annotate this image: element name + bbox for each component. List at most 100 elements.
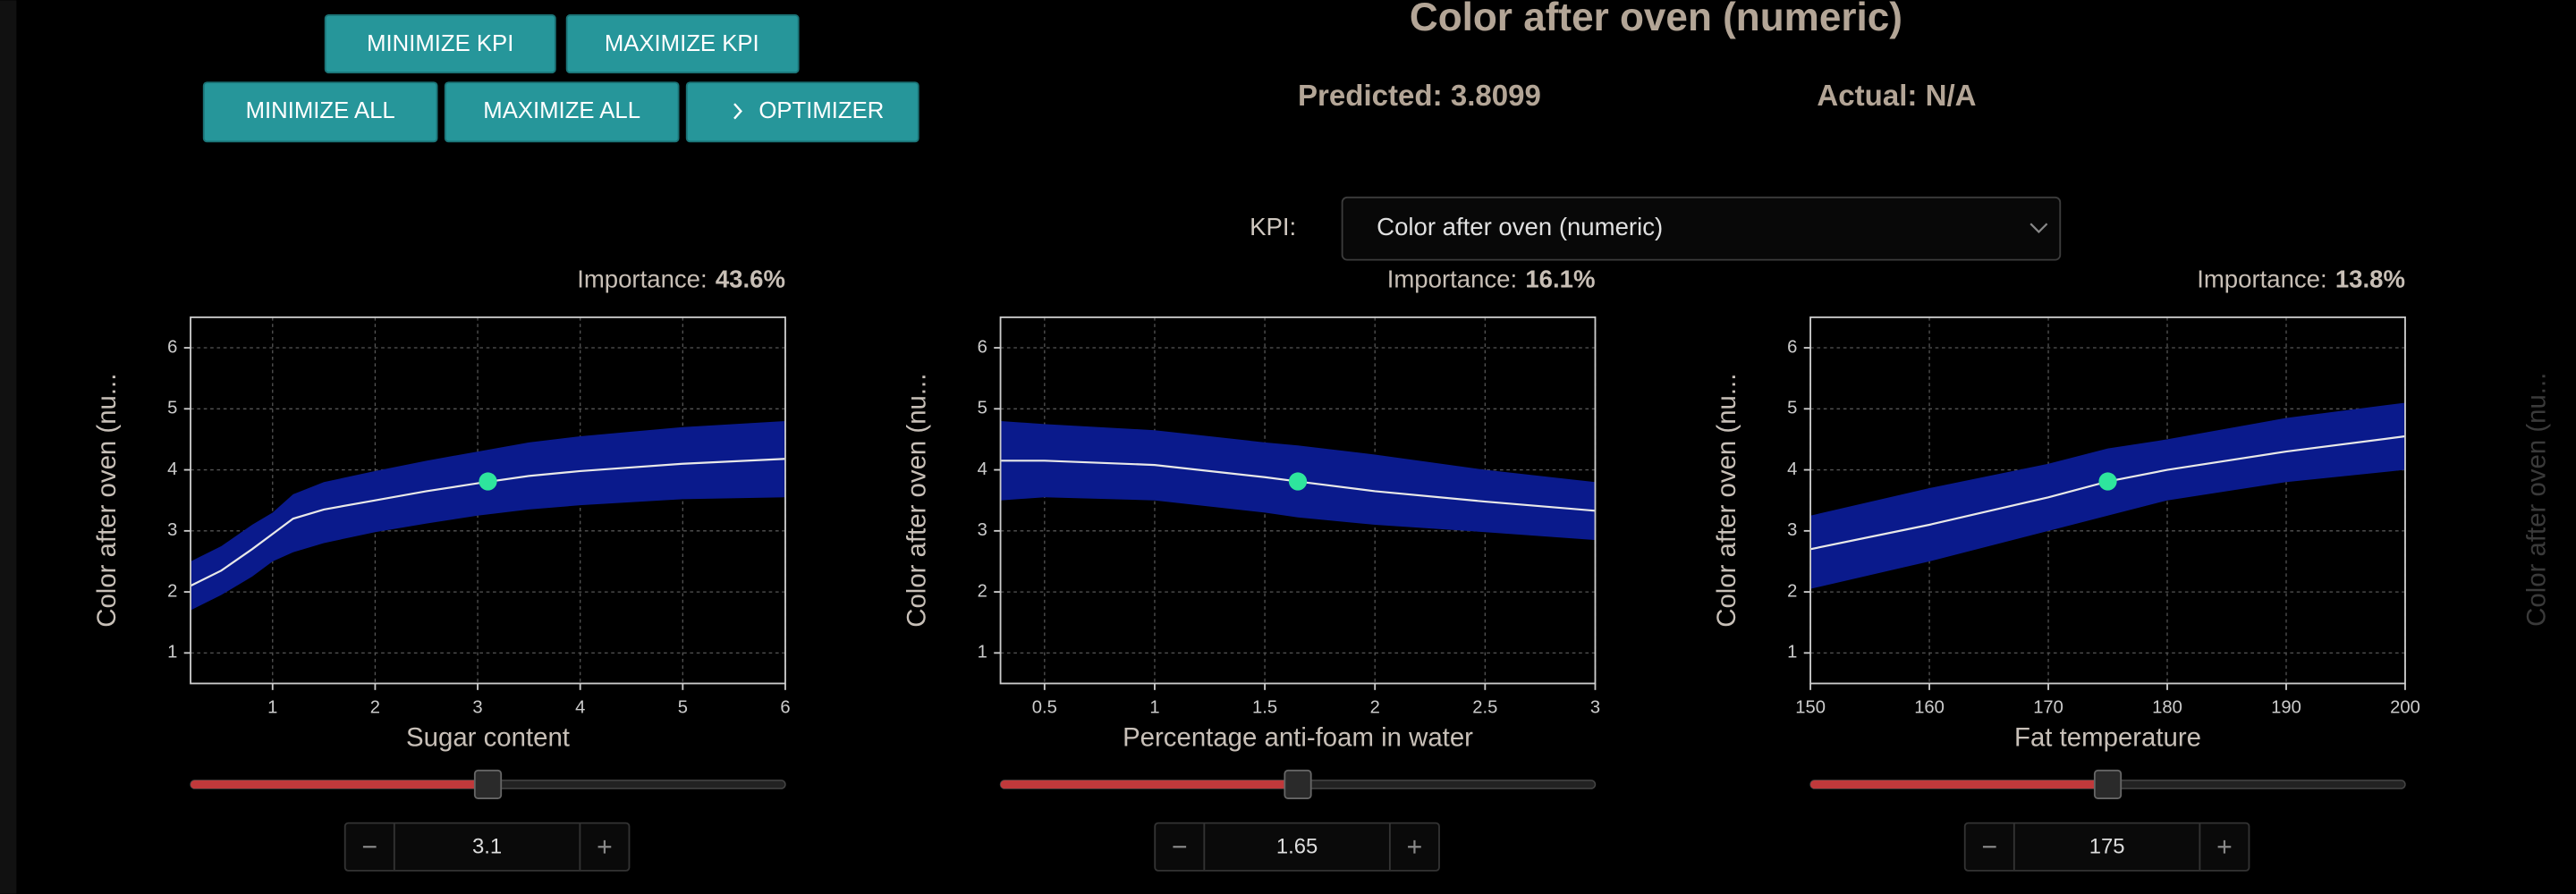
actual-label: Actual: xyxy=(1817,80,1917,113)
importance-value: 13.8% xyxy=(2335,266,2405,293)
y-tick-label: 2 xyxy=(1787,581,1797,601)
increment-button[interactable] xyxy=(597,839,612,854)
importance-label: Importance: xyxy=(577,266,707,293)
predicted-value: 3.8099 xyxy=(1451,80,1541,113)
importance: Importance: 13.8% xyxy=(2197,266,2405,293)
button-label: MINIMIZE KPI xyxy=(367,31,513,56)
number-input[interactable] xyxy=(343,822,631,872)
page-title: Color after oven (numeric) xyxy=(1410,0,1902,39)
kpi-label: KPI: xyxy=(1250,213,1296,240)
y-tick-label: 1 xyxy=(978,643,987,662)
importance: Importance: 43.6% xyxy=(577,266,785,293)
actual: Actual: N/A xyxy=(1817,80,1976,113)
increment-button[interactable] xyxy=(2217,839,2232,854)
y-axis-label: Color after oven (nu... xyxy=(92,374,122,628)
button-label: MINIMIZE ALL xyxy=(246,98,395,123)
input-value: 175 xyxy=(2089,834,2125,858)
x-axis-label: Sugar content xyxy=(406,723,570,753)
input-value: 3.1 xyxy=(472,834,502,858)
input-value: 1.65 xyxy=(1276,834,1318,858)
current-point xyxy=(479,472,497,491)
plot-frame xyxy=(1809,316,2406,685)
x-axis-label: Percentage anti-foam in water xyxy=(1123,723,1473,753)
y-tick-label: 2 xyxy=(978,581,987,601)
x-tick-label: 150 xyxy=(1795,697,1826,717)
kpi-select[interactable]: Color after oven (numeric) xyxy=(1341,196,2062,261)
offscreen-ylabel: Color after oven (nu... xyxy=(2522,373,2552,627)
x-tick-label: 1 xyxy=(267,697,277,717)
mean-line xyxy=(1000,460,1596,512)
x-tick-label: 1 xyxy=(1149,697,1159,717)
x-tick-label: 190 xyxy=(2271,697,2301,717)
y-tick-label: 6 xyxy=(1787,337,1797,357)
y-tick-label: 3 xyxy=(1787,520,1797,540)
increment-button[interactable] xyxy=(1408,839,1421,854)
x-tick-label: 2.5 xyxy=(1472,697,1497,717)
importance-value: 16.1% xyxy=(1525,266,1595,293)
slider-fill xyxy=(1000,780,1299,789)
slider-thumb[interactable] xyxy=(473,769,503,799)
x-tick-label: 1.5 xyxy=(1252,697,1277,717)
x-tick-label: 5 xyxy=(678,697,688,717)
y-tick-label: 1 xyxy=(167,643,177,662)
importance-label: Importance: xyxy=(1387,266,1517,293)
x-tick-label: 200 xyxy=(2390,697,2420,717)
maximize-kpi-button[interactable]: MAXIMIZE KPI xyxy=(565,14,800,74)
optimizer-button[interactable]: OPTIMIZER xyxy=(685,81,919,143)
y-tick-label: 6 xyxy=(978,337,987,357)
x-tick-label: 4 xyxy=(575,697,585,717)
current-point xyxy=(2098,472,2117,491)
predicted: Predicted: 3.8099 xyxy=(1298,80,1541,113)
importance-value: 43.6% xyxy=(716,266,785,293)
button-label: OPTIMIZER xyxy=(758,98,884,123)
x-axis-label: Fat temperature xyxy=(2014,723,2201,753)
plot-frame xyxy=(999,316,1597,685)
y-tick-label: 5 xyxy=(167,399,177,418)
dropdown-icon xyxy=(2029,223,2048,233)
y-axis-label: Color after oven (nu... xyxy=(902,374,932,628)
y-tick-label: 4 xyxy=(978,460,987,479)
button-label: MAXIMIZE ALL xyxy=(483,98,640,123)
mean-line xyxy=(190,458,786,587)
slider-thumb[interactable] xyxy=(2093,769,2123,799)
minimize-kpi-button[interactable]: MINIMIZE KPI xyxy=(324,14,556,74)
y-axis-label: Color after oven (nu... xyxy=(1712,374,1741,628)
slider-fill xyxy=(191,780,488,789)
y-tick-label: 3 xyxy=(167,520,177,540)
minimize-all-button[interactable]: MINIMIZE ALL xyxy=(202,81,438,143)
actual-value: N/A xyxy=(1926,80,1977,113)
y-tick-label: 5 xyxy=(978,399,987,418)
confidence-band xyxy=(1810,402,2405,589)
number-input[interactable] xyxy=(1154,822,1440,872)
y-tick-label: 2 xyxy=(167,581,177,601)
predicted-label: Predicted: xyxy=(1298,80,1443,113)
x-tick-label: 0.5 xyxy=(1032,697,1057,717)
x-tick-label: 3 xyxy=(472,697,482,717)
x-tick-label: 3 xyxy=(1590,697,1600,717)
chevron-icon xyxy=(733,103,742,120)
plot-frame xyxy=(190,316,786,685)
slider-fill xyxy=(1810,780,2108,789)
current-point xyxy=(1288,472,1308,491)
y-tick-label: 6 xyxy=(167,337,177,357)
importance: Importance: 16.1% xyxy=(1387,266,1596,293)
y-tick-label: 4 xyxy=(167,460,177,479)
importance-label: Importance: xyxy=(2197,266,2326,293)
x-tick-label: 170 xyxy=(2033,697,2063,717)
maximize-all-button[interactable]: MAXIMIZE ALL xyxy=(444,81,680,143)
confidence-band xyxy=(191,420,785,611)
x-tick-label: 160 xyxy=(1914,697,1945,717)
y-tick-label: 5 xyxy=(1787,399,1797,418)
x-tick-label: 6 xyxy=(780,697,790,717)
side-strip xyxy=(0,0,17,894)
kpi-selected: Color after oven (numeric) xyxy=(1377,213,1663,240)
y-tick-label: 4 xyxy=(1787,460,1797,479)
y-tick-label: 3 xyxy=(978,520,987,540)
button-label: MAXIMIZE KPI xyxy=(605,31,759,56)
x-tick-label: 2 xyxy=(370,697,380,717)
x-tick-label: 180 xyxy=(2152,697,2182,717)
number-input[interactable] xyxy=(1963,822,2250,872)
slider-thumb[interactable] xyxy=(1284,769,1312,799)
